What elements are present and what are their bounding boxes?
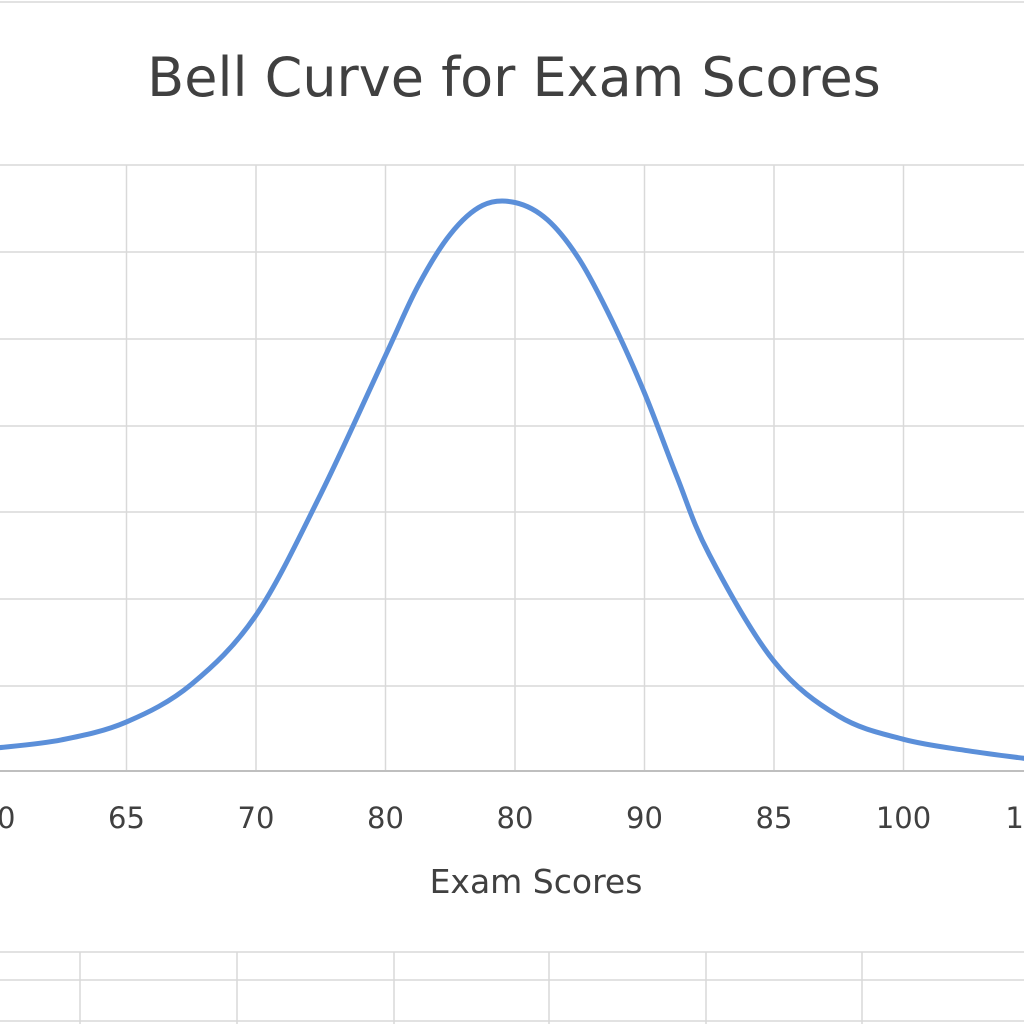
plot-gridlines [0,164,1024,772]
x-tick-label: 70 [238,801,275,835]
x-tick-label: 90 [626,801,663,835]
x-tick-label: 65 [108,801,145,835]
x-tick-labels: 60 65 70 80 80 90 85 100 105 [0,801,1024,835]
x-tick-label: 60 [0,801,15,835]
chart-title: Bell Curve for Exam Scores [147,46,881,109]
x-tick-label: 80 [497,801,534,835]
series-layer [0,198,1024,761]
x-tick-label: 85 [756,801,793,835]
x-tick-label: 80 [367,801,404,835]
x-axis-title: Exam Scores [430,862,643,901]
x-tick-label: 105 [1005,801,1024,835]
x-tick-label: 100 [876,801,931,835]
bell-curve-line [0,198,1024,761]
